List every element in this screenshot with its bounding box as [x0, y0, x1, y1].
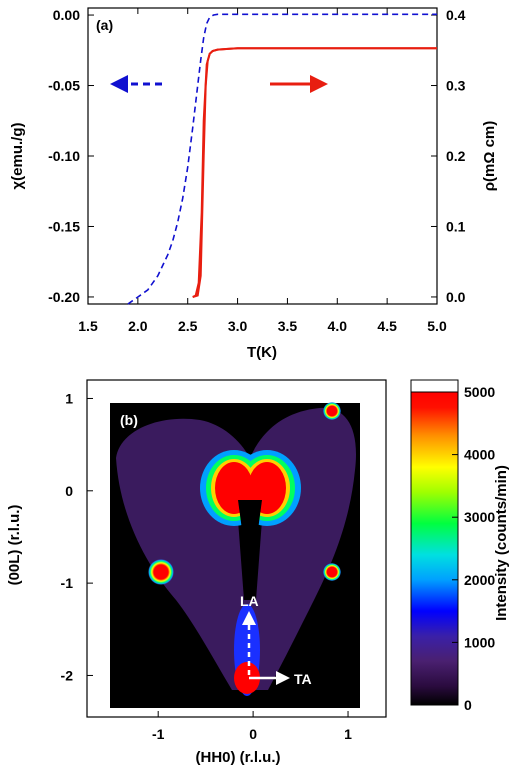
x-tick-label-7: 5.0	[427, 318, 447, 334]
bragg-peak-right	[323, 563, 341, 581]
y-right-tick-label-0: 0.4	[446, 7, 466, 23]
y-left-tick-label-4: -0.20	[48, 289, 80, 305]
heatmap-bottom-band	[110, 690, 360, 708]
colorbar-tick-label-1: 4000	[464, 447, 495, 463]
y-left-tick-label-0: 0.00	[53, 7, 80, 23]
panel-a-x-ticks: 1.5 2.0 2.5 3.0 3.5 4.0 4.5 5.0	[78, 8, 447, 334]
series-line-2	[192, 47, 437, 298]
b-x-tick-label-0: -1	[152, 726, 165, 742]
x-tick-label-6: 4.5	[377, 318, 397, 334]
panel-b-heatmap: LA TA (b) -1 0 1 1 0 -1 -2 (HH0) (r.l.u.) (00…	[6, 379, 510, 766]
x-tick-label-5: 4.0	[328, 318, 348, 334]
blue-left-arrow	[110, 75, 162, 93]
colorbar-tick-label-4: 1000	[464, 634, 495, 650]
bragg-peak-top-right	[323, 402, 341, 420]
y-left-tick-label-3: -0.15	[48, 218, 80, 234]
bragg-peak-center	[200, 450, 301, 545]
colorbar	[410, 391, 459, 706]
y-left-tick-label-2: -0.10	[48, 148, 80, 164]
b-y-tick-label-3: -2	[61, 667, 74, 683]
panel-b-y-ticks: 1 0 -1 -2	[61, 390, 93, 683]
panel-a-label: (a)	[96, 17, 113, 33]
y-right-tick-label-1: 0.3	[446, 78, 466, 94]
panel-a-xlabel: T(K)	[247, 344, 277, 361]
y-left-tick-label-1: -0.05	[48, 78, 80, 94]
la-arrow	[242, 611, 256, 675]
panel-b-ylabel: (00L) (r.l.u.)	[6, 505, 23, 586]
colorbar-tick-label-5: 0	[464, 697, 472, 713]
bragg-peak-bottom	[234, 604, 260, 696]
colorbar-tick-label-3: 2000	[464, 572, 495, 588]
ta-label: TA	[294, 671, 312, 687]
y-right-tick-label-3: 0.1	[446, 218, 466, 234]
panel-a-frame	[87, 7, 438, 305]
y-right-tick-label-2: 0.2	[446, 148, 466, 164]
panel-b-xlabel: (HH0) (r.l.u.)	[196, 749, 281, 766]
ta-arrow	[249, 671, 290, 685]
panel-a-series	[127, 13, 437, 305]
la-label: LA	[240, 593, 259, 609]
colorbar-tick-label-2: 3000	[464, 509, 495, 525]
b-y-tick-label-2: -1	[61, 575, 74, 591]
bragg-peak-left	[148, 559, 174, 585]
panel-b-label: (b)	[120, 412, 138, 428]
b-y-tick-label-0: 1	[65, 390, 73, 406]
x-tick-label-1: 2.0	[128, 318, 148, 334]
panel-b-x-ticks: -1 0 1	[152, 711, 352, 742]
panel-a-y-left-ticks: 0.00 -0.05 -0.10 -0.15 -0.20	[48, 7, 94, 305]
b-y-tick-label-1: 0	[65, 483, 73, 499]
panel-a-ylabel-right: ρ(mΩ cm)	[481, 121, 498, 191]
red-right-arrow	[270, 75, 328, 93]
panel-a-chart: (a) 1.5 2.0 2.5 3.0 3.5 4.0 4.5 5.0 0.00 -0.05 -0…	[9, 7, 498, 361]
series-line-0	[127, 13, 437, 305]
x-tick-label-0: 1.5	[78, 318, 98, 334]
colorbar-label: Intensity (counts/min)	[493, 465, 510, 621]
x-tick-label-3: 3.0	[228, 318, 248, 334]
x-tick-label-4: 3.5	[278, 318, 298, 334]
colorbar-ticks: 5000 4000 3000 2000 1000 0	[452, 384, 495, 713]
b-x-tick-label-1: 0	[249, 726, 257, 742]
colorbar-overflow	[410, 379, 459, 393]
panel-a-y-right-ticks: 0.4 0.3 0.2 0.1 0.0	[431, 7, 466, 305]
panel-a-ylabel-left: χ(emu./g)	[9, 123, 26, 190]
colorbar-tick-label-0: 5000	[464, 384, 495, 400]
y-right-tick-label-4: 0.0	[446, 289, 466, 305]
x-tick-label-2: 2.5	[178, 318, 198, 334]
b-x-tick-label-2: 1	[344, 726, 352, 742]
